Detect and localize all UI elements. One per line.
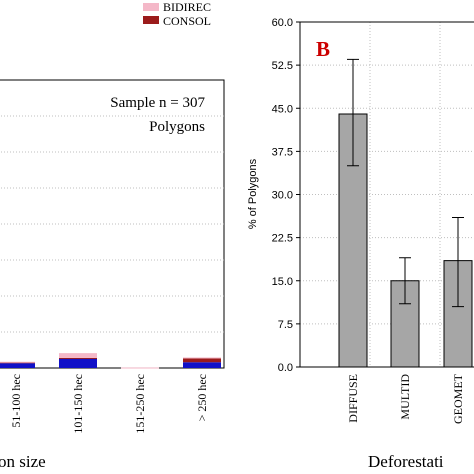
bar-a-2 [121, 367, 159, 369]
legend-label-consol: CONSOL [163, 14, 211, 28]
panel-label-b: B [316, 37, 330, 61]
y-tick-label-b: 15.0 [272, 276, 293, 288]
bars-b [338, 113, 473, 368]
bar-a-0 [59, 358, 97, 368]
y-tick-labels-b: 0.0 7.5 15.0 22.5 30.0 37.5 45.0 52.5 60.0 [272, 17, 300, 374]
bar-a-0 [0, 363, 35, 368]
x-tick-labels-b: DIFFUSE MULTID GEOMET [346, 373, 465, 424]
x-tick-label-b: GEOMET [451, 373, 465, 424]
x-tick-label-a: 51-100 hec [9, 374, 23, 428]
x-axis-label-b: Deforestati [368, 452, 444, 471]
legend-label-bidirec: BIDIREC [163, 0, 211, 14]
annotation-polygons: Polygons [149, 119, 205, 135]
x-tick-label-b: MULTID [398, 374, 412, 420]
x-tick-label-a: > 250 hec [195, 374, 209, 421]
bar-a-2 [183, 357, 221, 359]
y-tick-label-b: 0.0 [278, 362, 293, 374]
bar-a-2 [0, 361, 35, 363]
legend-swatch-consol [143, 16, 159, 24]
y-tick-label-b: 37.5 [272, 146, 293, 158]
x-tick-label-b: DIFFUSE [346, 374, 360, 423]
plot-frame-b [299, 21, 474, 368]
x-axis-label-a: on size [0, 452, 46, 471]
x-tick-labels-a: 51-100 hec 101-150 hec 151-250 hec > 250 he… [9, 374, 209, 434]
legend-swatch-bidirec [143, 3, 159, 11]
y-tick-label-b: 30.0 [272, 190, 293, 202]
y-tick-label-b: 60.0 [272, 17, 293, 29]
y-tick-label-b: 22.5 [272, 233, 293, 245]
bar-a-2 [59, 353, 97, 358]
x-tick-label-a: 151-250 hec [133, 374, 147, 434]
bars-a [0, 353, 221, 369]
y-tick-label-b: 7.5 [278, 319, 293, 331]
legend-a: BIDIREC CONSOL [143, 0, 211, 28]
y-tick-label-b: 45.0 [272, 103, 293, 115]
bar-a-1 [183, 358, 221, 363]
y-tick-label-b: 52.5 [272, 60, 293, 72]
y-axis-label-b: % of Polygons [247, 158, 259, 229]
x-tick-label-a: 101-150 hec [71, 374, 85, 434]
bar-a-1 [59, 357, 97, 359]
annotation-sample: Sample n = 307 [110, 95, 205, 111]
error-bars-b [347, 58, 464, 308]
gridlines-a [0, 115, 224, 333]
bar-a-0 [183, 362, 221, 368]
